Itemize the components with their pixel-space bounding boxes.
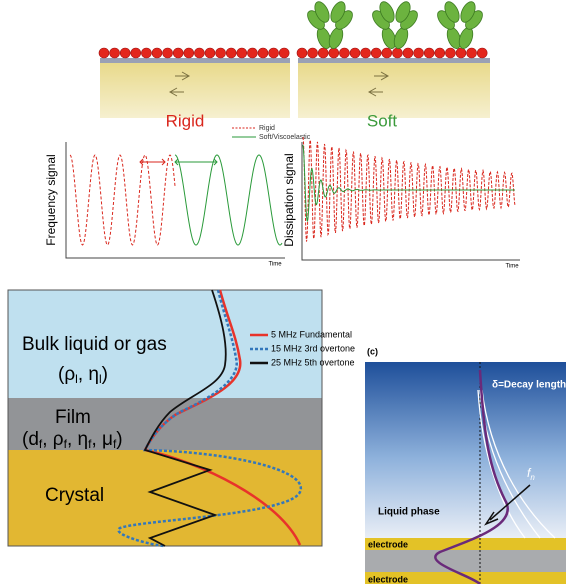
bead [237, 48, 247, 58]
bead [279, 48, 289, 58]
figure: Rigid Soft Rigid Soft/Viscoelastic Frequ… [0, 0, 566, 584]
bead [414, 48, 424, 58]
layer-label: Film [55, 407, 91, 428]
bead [477, 48, 487, 58]
bead [110, 48, 120, 58]
axis-label: Time [268, 262, 282, 268]
bead [141, 48, 151, 58]
layer-params: (df, ρf, ηf, μf) [22, 429, 123, 451]
bead [184, 48, 194, 58]
bead [382, 48, 392, 58]
electrode-label: electrode [368, 574, 408, 584]
legend-text: 5 MHz Fundamental [271, 329, 352, 339]
bead [216, 48, 226, 58]
text-part: , η [78, 364, 99, 385]
rigid-label: Rigid [166, 111, 205, 130]
electrode-label: electrode [368, 539, 408, 549]
bead [226, 48, 236, 58]
text-part: (d [22, 429, 39, 450]
bead [99, 48, 109, 58]
axis-label: Frequency signal [44, 154, 58, 245]
text-part: ) [116, 429, 122, 450]
soft-label: Soft [367, 111, 398, 130]
bead [329, 48, 339, 58]
bead [350, 48, 360, 58]
bead [361, 48, 371, 58]
signal-curve [303, 137, 515, 242]
legend-text: 15 MHz 3rd overtone [271, 343, 355, 353]
signal-curve [175, 155, 282, 245]
panel-c: (c) δ=Decay length Liquid phase fn elect… [365, 346, 566, 584]
decay-label: δ=Decay length [492, 380, 566, 391]
bead [392, 48, 402, 58]
bead [308, 48, 318, 58]
bead [403, 48, 413, 58]
bead [163, 48, 173, 58]
legend-text: Rigid [259, 125, 275, 132]
signal-curve [70, 155, 175, 245]
axis-label: Dissipation signal [282, 153, 296, 246]
bead [424, 48, 434, 58]
bead [297, 48, 307, 58]
layer-label: Crystal [45, 485, 104, 506]
bead [371, 48, 381, 58]
soft-surface [297, 0, 490, 118]
text-part: , ρ [42, 429, 64, 450]
text-part: ) [102, 364, 108, 385]
text-part: , η [67, 429, 88, 450]
bead [269, 48, 279, 58]
layer-label: Bulk liquid or gas [22, 334, 167, 355]
bead [318, 48, 328, 58]
bead [120, 48, 130, 58]
layers-panel: Bulk liquid or gas (ρl, ηl) Film (df, ρf… [8, 290, 355, 546]
signal-curve [303, 145, 515, 221]
legend-text: 25 MHz 5th overtone [271, 357, 355, 367]
rigid-surface [99, 48, 290, 118]
bead [131, 48, 141, 58]
bead [435, 48, 445, 58]
bead [445, 48, 455, 58]
bead [456, 48, 466, 58]
text-part: (ρ [58, 364, 75, 385]
phase-label: Liquid phase [378, 507, 440, 518]
text-part: , μ [91, 429, 113, 450]
bead [194, 48, 204, 58]
bead [173, 48, 183, 58]
dissipation-plot: Dissipation signal Time [282, 137, 520, 270]
subscript: n [530, 473, 535, 482]
bead [339, 48, 349, 58]
bead [467, 48, 477, 58]
panel-tag: (c) [367, 346, 378, 356]
frequency-plot: Frequency signal Time [44, 142, 285, 268]
bead [205, 48, 215, 58]
axis-label: Time [505, 264, 519, 270]
bead [152, 48, 162, 58]
bead [258, 48, 268, 58]
bead [247, 48, 257, 58]
